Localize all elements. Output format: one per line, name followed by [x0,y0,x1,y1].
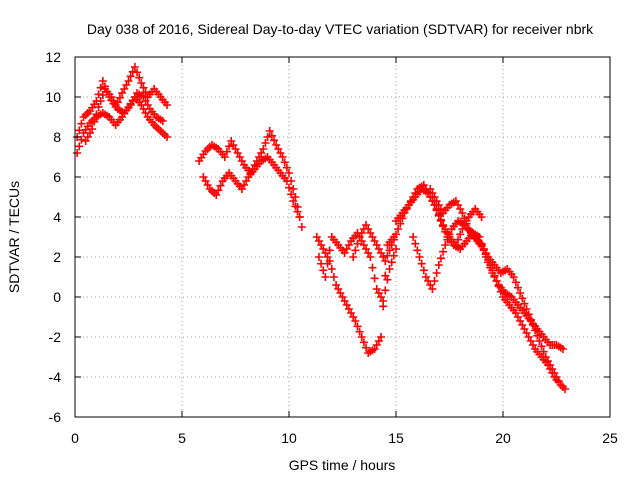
y-tick-label: 8 [53,129,61,145]
x-tick-label: 20 [495,430,511,446]
plot-frame [74,56,611,418]
data-points [73,63,570,393]
y-tick-label: -4 [49,369,62,385]
plus-markers [199,153,304,221]
plus-markers [314,229,400,305]
series-track-d [195,127,306,231]
series-track-e [199,153,304,221]
y-tick-label: 4 [53,209,61,225]
x-tick-label: 15 [388,430,404,446]
plus-markers [195,127,306,231]
series-track-g [314,229,400,305]
series-track-b [73,93,172,157]
series-track-k [426,185,563,385]
plus-markers [409,217,570,393]
x-tick-label: 5 [178,430,186,446]
y-tick-label: 0 [53,289,61,305]
plus-markers [426,185,563,385]
x-axis: 0 5 10 15 20 25 [71,57,618,446]
plus-markers [73,93,172,157]
y-tick-label: 10 [45,89,61,105]
y-tick-label: -6 [49,409,62,425]
x-tick-label: 10 [281,430,297,446]
series-track-i [392,185,567,353]
y-axis: -6 -4 -2 0 2 4 6 8 10 12 [45,49,610,425]
plus-markers [81,85,167,145]
y-tick-label: 6 [53,169,61,185]
x-tick-label: 25 [602,430,618,446]
x-axis-label: GPS time / hours [289,457,396,473]
x-tick-label: 0 [71,430,79,446]
y-tick-label: 12 [45,49,61,65]
plus-markers [392,185,567,353]
plus-markers [312,233,398,357]
series-track-j [409,217,570,393]
series-track-f [312,233,398,357]
chart-title: Day 038 of 2016, Sidereal Day-to-day VTE… [87,21,594,37]
y-tick-label: -2 [49,329,62,345]
y-tick-label: 2 [53,249,61,265]
y-axis-label: SDTVAR / TECUs [6,181,22,293]
series-track-c [81,85,167,145]
